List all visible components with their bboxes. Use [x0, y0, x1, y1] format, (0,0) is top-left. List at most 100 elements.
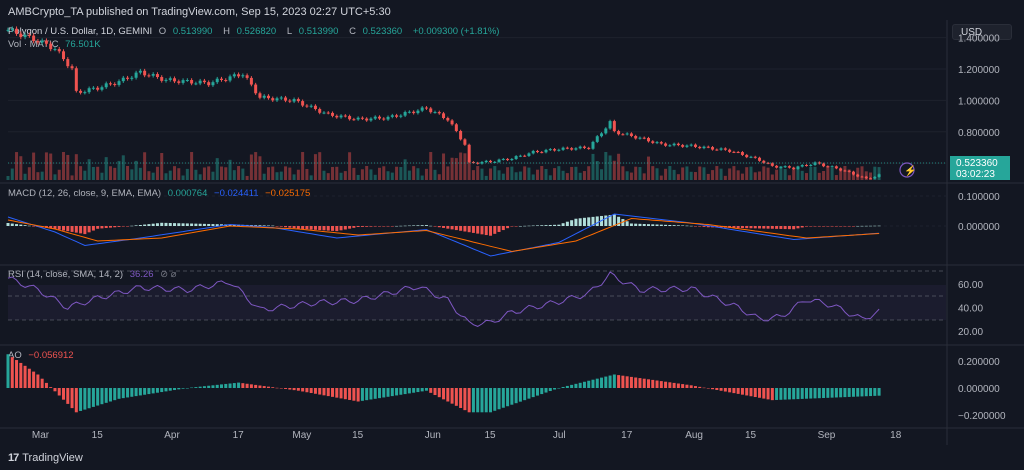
ao-bar	[437, 388, 441, 398]
ao-bar	[241, 383, 245, 388]
ao-bar	[215, 384, 219, 388]
ao-bar	[313, 388, 317, 394]
macd-hist-bar	[292, 226, 296, 229]
candle-body	[301, 101, 305, 106]
candle-body	[664, 143, 668, 146]
ao-bar	[612, 374, 616, 388]
volume-bar	[168, 170, 172, 180]
macd-hist-bar	[668, 225, 672, 226]
volume-bar	[121, 155, 125, 180]
macd-hist-bar	[108, 226, 112, 228]
volume-bar	[53, 174, 57, 180]
ao-bar	[489, 388, 493, 413]
volume-bar	[301, 152, 305, 180]
volume-bar	[57, 169, 61, 180]
macd-hist-bar	[220, 224, 223, 226]
macd-hist-bar	[74, 226, 78, 233]
ao-bar	[728, 388, 732, 393]
candle-body	[10, 28, 14, 30]
volume-bar	[155, 166, 159, 180]
candle-body	[407, 111, 411, 113]
macd-axis-tick: 0.100000	[958, 192, 1000, 203]
ao-bar	[834, 388, 838, 398]
ao-bar	[561, 386, 565, 388]
ao-bar	[715, 388, 719, 390]
macd-hist-bar	[779, 226, 783, 229]
macd-hist-bar	[565, 221, 569, 226]
volume-bar	[766, 167, 770, 180]
volume-bar	[407, 170, 411, 180]
macd-hist-bar	[847, 226, 851, 227]
ao-bar	[548, 388, 552, 392]
candle-body	[339, 115, 343, 118]
macd-hist-bar	[194, 223, 198, 226]
ao-bar	[668, 382, 672, 388]
ao-bar	[412, 388, 416, 393]
ao-bar	[792, 388, 796, 400]
ao-bar	[377, 388, 381, 399]
ao-bar	[339, 388, 343, 399]
candle-body	[446, 118, 450, 121]
volume-bar	[44, 152, 48, 180]
ohlc-high: H 0.526820	[223, 26, 277, 37]
volume-bar	[578, 172, 582, 180]
candle-body	[412, 111, 416, 114]
candle-body	[113, 84, 117, 86]
volume-bar	[668, 166, 672, 180]
volume-bar	[693, 172, 697, 180]
candle-body	[232, 74, 236, 77]
eye-icon[interactable]: ⊘ ⌀	[160, 269, 177, 280]
candle-body	[817, 162, 821, 164]
time-axis-tick: 15	[745, 430, 757, 441]
ao-bar	[740, 388, 744, 395]
ao-bar	[510, 388, 514, 405]
candle-body	[847, 170, 851, 172]
volume-bar	[74, 154, 78, 180]
ao-bar	[809, 388, 813, 399]
macd-hist-bar	[228, 224, 232, 226]
ao-bar	[775, 388, 779, 400]
volume-bar	[437, 174, 441, 180]
macd-hist-bar	[783, 226, 787, 230]
volume-bar	[642, 173, 646, 180]
volume-bar	[591, 153, 595, 180]
candle-body	[49, 43, 53, 50]
volume-bar	[612, 160, 616, 180]
macd-hist-bar	[104, 226, 108, 229]
volume-bar	[403, 159, 407, 180]
candle-body	[480, 162, 484, 164]
volume-bar	[869, 172, 873, 180]
ao-bar	[335, 388, 339, 398]
ao-bar	[386, 388, 390, 397]
volume-bar	[356, 174, 360, 180]
macd-hist-bar	[318, 226, 322, 231]
volume-bar	[237, 166, 241, 180]
candle-body	[117, 81, 121, 85]
macd-hist-bar	[800, 226, 804, 228]
candle-body	[416, 110, 420, 114]
ao-bar	[698, 386, 702, 388]
ao-bar	[839, 388, 843, 398]
ao-bar	[130, 388, 134, 397]
macd-hist-bar	[484, 226, 488, 236]
candle-body	[775, 165, 779, 168]
brand-text: TradingView	[22, 452, 83, 464]
volume-bar	[698, 166, 702, 180]
candle-body	[36, 41, 40, 43]
macd-hist-bar	[647, 224, 650, 226]
volume-bar	[796, 166, 800, 180]
macd-hist-bar	[130, 225, 134, 227]
currency-button[interactable]: USD	[952, 24, 1012, 40]
volume-bar	[629, 172, 633, 180]
macd-hist-bar	[160, 222, 164, 226]
ao-bar	[634, 377, 638, 388]
ao-bar	[540, 388, 544, 395]
ao-bar	[74, 388, 78, 413]
volume-bar	[822, 171, 826, 180]
macd-hist-bar	[87, 226, 91, 233]
macd-hist-bar	[659, 224, 663, 226]
ao-bar	[664, 381, 668, 388]
rsi-axis-tick: 60.00	[958, 280, 983, 291]
volume-bar	[262, 173, 266, 180]
